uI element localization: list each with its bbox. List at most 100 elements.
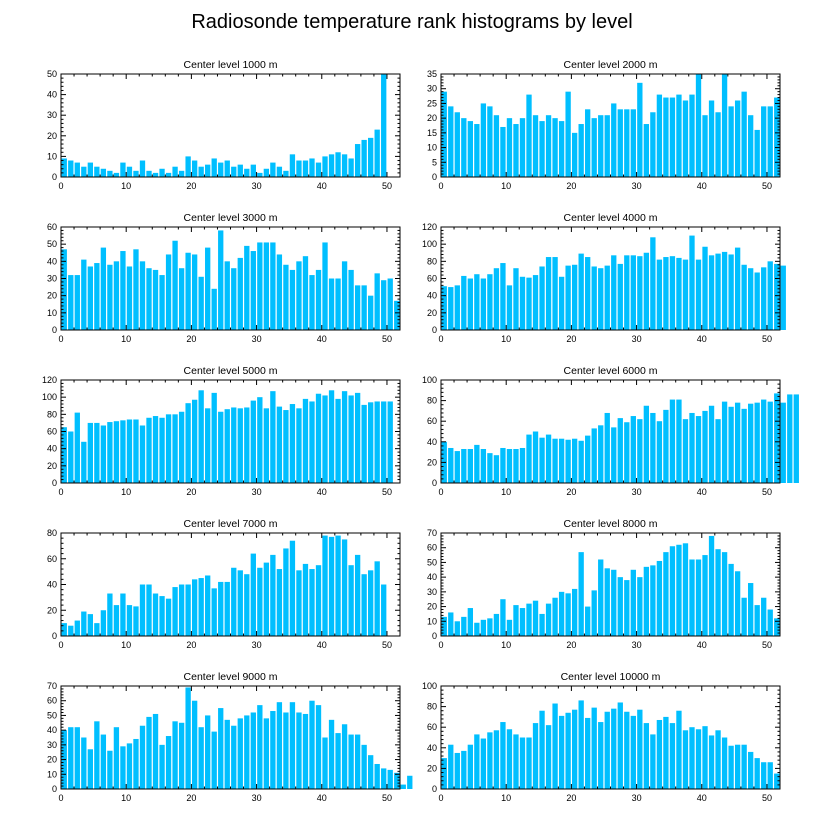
histogram-bar — [94, 263, 100, 330]
histogram-bar — [565, 593, 571, 636]
histogram-bar — [191, 254, 198, 330]
x-tick-label: 40 — [317, 487, 327, 497]
histogram-bar — [237, 718, 243, 789]
histogram-bar — [702, 555, 708, 636]
histogram-bar — [244, 245, 250, 330]
histogram-bar — [637, 577, 643, 636]
y-tick-label: 120 — [422, 222, 437, 232]
histogram-bar — [578, 253, 584, 330]
histogram-bar — [578, 552, 584, 636]
y-tick-label: 40 — [47, 725, 57, 735]
histogram-bar — [224, 581, 230, 636]
histogram-bar — [322, 156, 328, 177]
histogram-bar — [120, 251, 126, 330]
histogram-bar — [487, 453, 493, 483]
histogram-bar — [257, 397, 263, 483]
histogram-bar — [774, 393, 780, 483]
histogram-bar — [407, 775, 413, 789]
histogram-bar — [348, 269, 354, 330]
y-tick-label: 0 — [52, 784, 57, 794]
histogram-bar — [315, 565, 322, 636]
histogram-bar — [669, 97, 676, 177]
histogram-bar — [276, 569, 283, 636]
histogram-panel: Center level 9000 m 0 10 20 30 40 50 60 70 0 10 20 3… — [47, 671, 413, 803]
histogram-bar — [695, 416, 702, 483]
histogram-bar — [624, 711, 630, 789]
histogram-bar — [302, 160, 309, 177]
histogram-bar — [565, 439, 571, 483]
histogram-bar — [487, 618, 493, 636]
histogram-bar — [656, 94, 663, 177]
histogram-bar — [650, 237, 656, 330]
histogram-bar — [120, 162, 126, 177]
histogram-bar — [689, 559, 695, 636]
histogram-bar — [591, 707, 597, 789]
histogram-bar — [250, 251, 256, 330]
x-tick-label: 0 — [438, 640, 443, 650]
histogram-bar — [309, 401, 315, 483]
histogram-bar — [341, 724, 348, 789]
histogram-bar — [545, 434, 552, 483]
histogram-bar — [61, 249, 67, 330]
histogram-bar — [539, 437, 545, 483]
histogram-bar — [689, 412, 695, 483]
histogram-bar — [734, 402, 741, 483]
histogram-bar — [721, 737, 728, 789]
histogram-bar — [244, 574, 250, 636]
histogram-bar — [734, 744, 741, 789]
y-tick-label: 70 — [427, 528, 437, 538]
histogram-panel: Center level 5000 m 0 20 40 60 80 100 120 0 10 20 3… — [42, 365, 401, 497]
x-tick-label: 40 — [317, 181, 327, 191]
histogram-bar — [552, 438, 558, 483]
histogram-bar — [643, 405, 650, 483]
y-tick-label: 0 — [432, 478, 437, 488]
histogram-bar — [591, 118, 597, 177]
x-tick-label: 10 — [501, 487, 511, 497]
y-tick-label: 0 — [432, 325, 437, 335]
x-tick-label: 10 — [121, 487, 131, 497]
histogram-bar — [178, 584, 185, 636]
histogram-bar — [211, 288, 217, 330]
x-tick-label: 50 — [382, 487, 392, 497]
histogram-bar — [257, 242, 263, 330]
histogram-bar — [74, 412, 80, 483]
panel-title: Center level 7000 m — [184, 518, 278, 530]
histogram-bar — [676, 94, 682, 177]
histogram-bar — [126, 166, 133, 177]
histogram-bar — [100, 247, 107, 330]
x-tick-label: 50 — [382, 793, 392, 803]
histogram-bar — [663, 257, 669, 330]
histogram-bar — [178, 170, 185, 177]
histogram-bar — [178, 722, 185, 789]
histogram-bar — [545, 257, 552, 330]
histogram-bar — [630, 255, 636, 330]
histogram-bar — [558, 276, 565, 330]
histogram-bar — [493, 730, 500, 789]
histogram-bar — [211, 392, 217, 483]
histogram-bar — [571, 132, 578, 177]
histogram-bar — [315, 393, 322, 483]
histogram-bar — [237, 257, 243, 330]
histogram-bar — [500, 722, 506, 789]
x-tick-label: 20 — [566, 793, 576, 803]
histogram-bar — [637, 82, 643, 177]
histogram-bar — [244, 168, 250, 177]
x-tick-label: 30 — [632, 181, 642, 191]
histogram-bar — [526, 434, 532, 483]
histogram-bar — [354, 285, 361, 330]
histogram-bar — [715, 112, 721, 177]
histogram-bar — [309, 700, 315, 789]
x-tick-label: 50 — [762, 640, 772, 650]
histogram-bar — [513, 268, 519, 330]
y-tick-label: 80 — [427, 256, 437, 266]
histogram-panel: Center level 8000 m 0 10 20 30 40 50 60 70 0 10 20 3… — [427, 518, 781, 650]
x-tick-label: 30 — [252, 334, 262, 344]
histogram-bar — [74, 162, 80, 177]
y-tick-label: 100 — [422, 239, 437, 249]
histogram-bar — [87, 162, 93, 177]
histogram-bar — [695, 74, 702, 177]
histogram-bar — [474, 274, 480, 330]
x-tick-label: 40 — [697, 640, 707, 650]
histogram-bar — [448, 287, 454, 330]
histogram-bar — [237, 408, 243, 483]
